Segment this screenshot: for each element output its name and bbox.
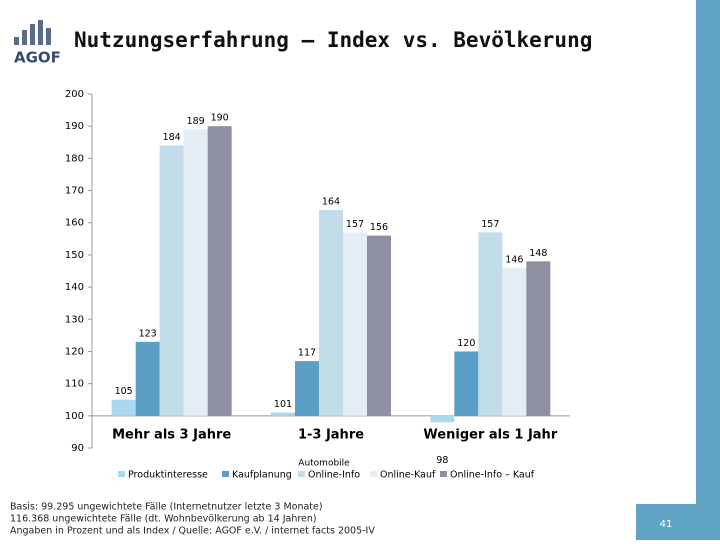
value-label: 105 [115, 386, 133, 397]
y-tick-label: 130 [65, 314, 84, 325]
bar [111, 399, 136, 416]
bar [454, 351, 479, 416]
y-tick-label: 150 [65, 250, 84, 261]
bar [343, 232, 367, 416]
value-label: 123 [139, 328, 157, 339]
legend-label: Online-Info – Kauf [450, 470, 535, 481]
bar [135, 341, 160, 416]
y-tick-label: 200 [65, 89, 84, 100]
bar [502, 267, 527, 416]
page-number: 41 [660, 519, 673, 530]
x-tick-label: 1-3 Jahre [298, 428, 364, 443]
logo: AGOF [14, 49, 61, 67]
value-label: 190 [211, 113, 229, 124]
legend-swatch [370, 471, 377, 477]
bar [159, 145, 184, 416]
legend-title: Automobile [298, 459, 350, 469]
page-box [636, 504, 720, 540]
bar [183, 129, 208, 416]
y-tick-label: 180 [65, 153, 84, 164]
legend-swatch [222, 471, 229, 477]
value-label: 120 [457, 338, 475, 349]
value-label: 156 [370, 222, 388, 233]
legend-label: Produktinteresse [128, 470, 208, 481]
bar [367, 235, 391, 416]
y-tick-label: 110 [65, 379, 84, 390]
y-tick-label: 100 [65, 411, 84, 422]
bar [526, 261, 551, 416]
bar [271, 412, 295, 416]
logo-bars [14, 20, 51, 45]
bar [319, 209, 343, 416]
bar [207, 126, 232, 416]
bar [430, 415, 455, 423]
value-label: 157 [346, 219, 364, 230]
legend-swatch [440, 471, 447, 477]
y-tick-label: 140 [65, 282, 84, 293]
side-strip [696, 0, 720, 540]
bar [295, 361, 319, 416]
footnote: Angaben in Prozent und als Index / Quell… [10, 526, 375, 537]
value-label: 148 [529, 248, 547, 259]
value-label: 98 [436, 455, 448, 466]
value-label: 117 [298, 348, 316, 359]
x-tick-label: Weniger als 1 Jahr [423, 428, 557, 443]
legend-label: Online-Kauf [380, 470, 436, 481]
x-tick-label: Mehr als 3 Jahre [112, 428, 231, 443]
legend-label: Kaufplanung [232, 470, 292, 481]
value-label: 189 [187, 116, 205, 127]
value-label: 157 [481, 219, 499, 230]
legend-swatch [118, 471, 125, 477]
footnote: Basis: 99.295 ungewichtete Fälle (Intern… [10, 502, 323, 513]
value-label: 164 [322, 196, 340, 207]
y-tick-label: 90 [71, 443, 84, 454]
y-tick-label: 170 [65, 186, 84, 197]
value-label: 101 [274, 399, 292, 410]
y-tick-label: 190 [65, 121, 84, 132]
value-label: 146 [505, 254, 523, 265]
footnote: 116.368 ungewichtete Fälle (dt. Wohnbevö… [10, 514, 317, 525]
legend-swatch [298, 471, 305, 477]
slide-title: Nutzungserfahrung – Index vs. Bevölkerun… [74, 28, 592, 52]
value-label: 184 [163, 132, 181, 143]
y-tick-label: 120 [65, 346, 84, 357]
legend-label: Online-Info [308, 470, 360, 481]
bar [478, 232, 503, 416]
y-tick-label: 160 [65, 218, 84, 229]
